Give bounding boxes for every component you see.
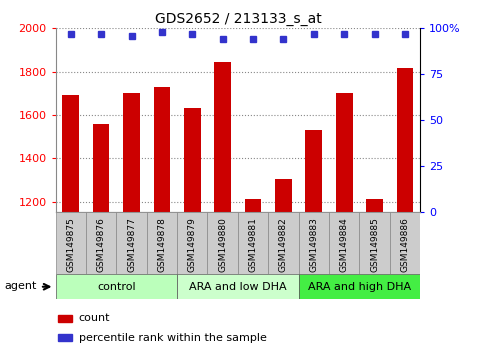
Bar xyxy=(177,212,208,274)
Bar xyxy=(208,212,238,274)
Bar xyxy=(56,212,86,274)
Bar xyxy=(62,96,79,354)
Bar xyxy=(359,212,390,274)
Bar xyxy=(238,212,268,274)
Text: count: count xyxy=(79,313,110,324)
Bar xyxy=(86,212,116,274)
Text: control: control xyxy=(97,282,136,292)
Bar xyxy=(123,93,140,354)
Text: GSM149885: GSM149885 xyxy=(370,217,379,272)
Bar xyxy=(298,274,420,299)
Text: percentile rank within the sample: percentile rank within the sample xyxy=(79,332,267,343)
Text: GSM149882: GSM149882 xyxy=(279,217,288,272)
Text: GSM149876: GSM149876 xyxy=(97,217,106,272)
Bar xyxy=(397,68,413,354)
Bar xyxy=(245,199,261,354)
Bar xyxy=(298,212,329,274)
Bar xyxy=(390,212,420,274)
Bar xyxy=(56,274,177,299)
Text: ARA and low DHA: ARA and low DHA xyxy=(189,282,287,292)
Text: ARA and high DHA: ARA and high DHA xyxy=(308,282,411,292)
Text: GSM149881: GSM149881 xyxy=(249,217,257,272)
Bar xyxy=(154,87,170,354)
Bar xyxy=(147,212,177,274)
Text: GSM149886: GSM149886 xyxy=(400,217,410,272)
Bar xyxy=(305,130,322,354)
Bar xyxy=(58,315,72,322)
Text: agent: agent xyxy=(4,281,37,291)
Bar xyxy=(184,108,200,354)
Text: GSM149878: GSM149878 xyxy=(157,217,167,272)
Bar xyxy=(329,212,359,274)
Bar xyxy=(366,199,383,354)
Text: GSM149879: GSM149879 xyxy=(188,217,197,272)
Text: GSM149884: GSM149884 xyxy=(340,217,349,272)
Bar xyxy=(58,334,72,341)
Bar xyxy=(336,93,353,354)
Text: GSM149880: GSM149880 xyxy=(218,217,227,272)
Bar xyxy=(275,179,292,354)
Title: GDS2652 / 213133_s_at: GDS2652 / 213133_s_at xyxy=(155,12,321,26)
Bar xyxy=(177,274,298,299)
Bar xyxy=(93,124,110,354)
Bar xyxy=(214,62,231,354)
Text: GSM149875: GSM149875 xyxy=(66,217,75,272)
Text: GSM149883: GSM149883 xyxy=(309,217,318,272)
Bar xyxy=(268,212,298,274)
Bar xyxy=(116,212,147,274)
Text: GSM149877: GSM149877 xyxy=(127,217,136,272)
